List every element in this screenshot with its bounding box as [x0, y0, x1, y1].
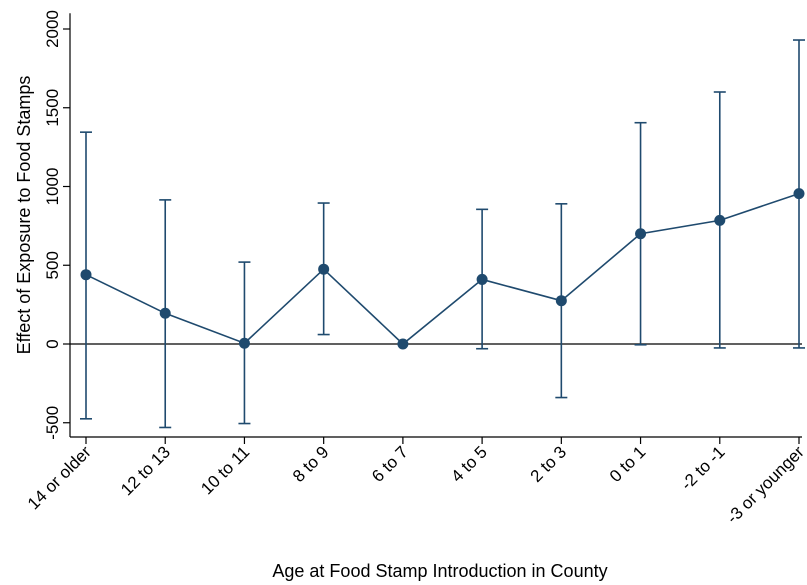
x-tick-label: 2 to 3 — [527, 442, 571, 486]
y-tick-label: -500 — [43, 406, 62, 440]
data-point — [555, 295, 567, 307]
error-bars — [80, 39, 805, 429]
y-tick-label: 1000 — [43, 168, 62, 206]
x-tick-label: 8 to 9 — [289, 442, 333, 486]
data-point — [635, 228, 647, 240]
x-tick-label: -3 or younger — [723, 442, 807, 527]
x-tick-label: 12 to 13 — [117, 442, 174, 499]
series-line — [85, 192, 800, 346]
y-tick-label: 500 — [43, 251, 62, 279]
x-tick-label: 10 to 11 — [197, 442, 253, 498]
x-axis-title: Age at Food Stamp Introduction in County — [272, 561, 607, 581]
data-point — [714, 214, 726, 226]
data-point — [318, 263, 330, 275]
x-tick-label: 4 to 5 — [447, 442, 491, 486]
data-point — [476, 273, 488, 285]
data-point — [793, 188, 805, 200]
y-tick-label: 0 — [43, 339, 62, 348]
y-axis: -500 0 500 1000 1500 2000 — [43, 10, 71, 440]
x-tick-label: 14 or older — [24, 442, 95, 513]
x-tick-label: 0 to 1 — [606, 442, 650, 486]
x-tick-label: 6 to 7 — [368, 442, 412, 486]
x-axis: 14 or older 12 to 13 10 to 11 8 to 9 6 to 7 4… — [24, 436, 807, 527]
data-point — [159, 307, 171, 319]
y-tick-label: 1500 — [43, 89, 62, 127]
data-point — [397, 338, 409, 350]
series-polyline — [85, 192, 800, 346]
data-points — [80, 188, 805, 350]
data-point — [80, 269, 92, 281]
x-tick-label: -2 to -1 — [677, 442, 729, 494]
data-point — [238, 337, 250, 349]
y-axis-title: Effect of Exposure to Food Stamps — [14, 76, 34, 355]
y-tick-label: 2000 — [43, 10, 62, 48]
